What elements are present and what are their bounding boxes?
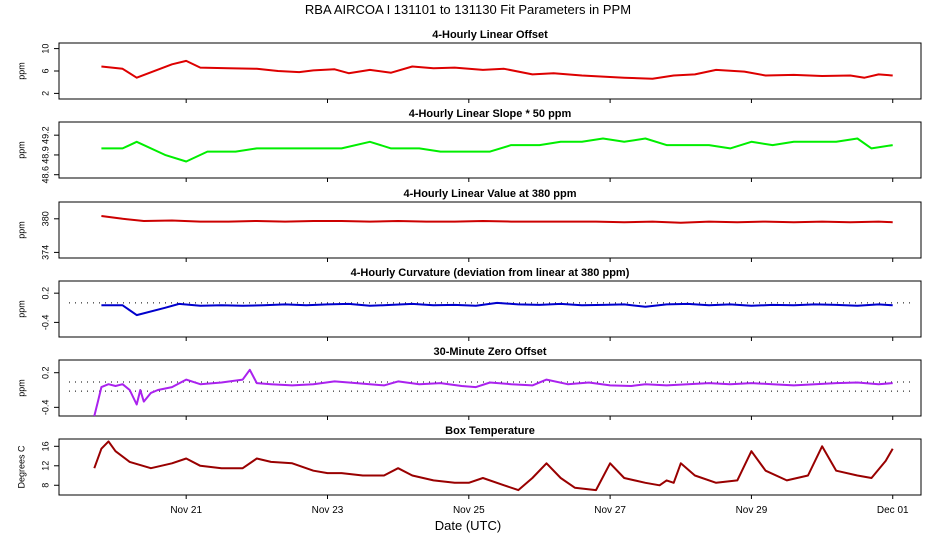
y-tick-label: 12	[40, 461, 50, 471]
panel-title: Box Temperature	[445, 425, 535, 437]
y-tick-label: -0.4	[40, 315, 50, 331]
series-line	[101, 59, 893, 80]
panel-title: 4-Hourly Linear Slope * 50 ppm	[409, 108, 572, 120]
panel-frame	[58, 280, 922, 338]
panel-title: 30-Minute Zero Offset	[433, 346, 546, 358]
y-tick-label: 16	[40, 441, 50, 451]
y-tick-label: -0.4	[40, 400, 50, 416]
panel-3: 4-Hourly Linear Value at 380 ppm 374 380 pp…	[16, 188, 922, 262]
panel-title: 4-Hourly Linear Value at 380 ppm	[403, 188, 576, 200]
x-tick-label: Nov 27	[594, 505, 626, 516]
x-tick-label: Nov 23	[312, 505, 344, 516]
x-tick-label: Dec 01	[877, 505, 909, 516]
panel-frame	[58, 359, 922, 417]
x-axis-label: Date (UTC)	[435, 518, 501, 533]
y-tick-label: 374	[40, 245, 50, 260]
panel-1: 4-Hourly Linear Offset 2 6 10 ppm	[16, 29, 922, 103]
series-line	[93, 440, 894, 492]
panel-5: 30-Minute Zero Offset -0.4 0.2 ppm	[16, 346, 922, 420]
y-axis-label: ppm	[16, 62, 26, 80]
panel-title: 4-Hourly Curvature (deviation from linea…	[351, 267, 630, 279]
x-tick-label: Nov 25	[453, 505, 485, 516]
x-tick-label: Nov 21	[170, 505, 202, 516]
x-axis: Nov 21 Nov 23 Nov 25 Nov 27 Nov 29 Dec 01	[170, 505, 909, 516]
y-tick-label: 49.2	[40, 126, 50, 144]
y-tick-label: 0.2	[40, 287, 50, 300]
panel-frame	[58, 438, 922, 496]
y-axis-label: ppm	[16, 300, 26, 318]
y-tick-label: 0.2	[40, 366, 50, 379]
panel-6: Box Temperature 8 12 16 Degrees C	[16, 425, 922, 499]
y-tick-label: 48.6	[40, 166, 50, 184]
panel-frame	[58, 201, 922, 259]
y-axis-label: Degrees C	[16, 445, 26, 489]
panel-frame	[58, 121, 922, 179]
y-tick-label: 10	[40, 44, 50, 54]
chart-title: RBA AIRCOA I 131101 to 131130 Fit Parame…	[305, 2, 631, 17]
panel-2: 4-Hourly Linear Slope * 50 ppm 48.6 48.9 49…	[16, 108, 922, 184]
panel-frame	[58, 42, 922, 100]
y-axis-label: ppm	[16, 379, 26, 397]
y-tick-label: 48.9	[40, 146, 50, 164]
y-tick-label: 380	[40, 211, 50, 226]
series-line	[101, 301, 893, 317]
series-line	[93, 368, 893, 417]
y-axis-label: ppm	[16, 141, 26, 159]
panel-4: 4-Hourly Curvature (deviation from linea…	[16, 267, 922, 341]
y-tick-label: 2	[40, 91, 50, 96]
y-tick-label: 6	[40, 68, 50, 73]
y-tick-label: 8	[40, 483, 50, 488]
series-line	[101, 137, 893, 163]
y-axis-label: ppm	[16, 221, 26, 239]
x-tick-label: Nov 29	[736, 505, 768, 516]
panel-title: 4-Hourly Linear Offset	[432, 29, 548, 41]
series-line	[101, 215, 893, 224]
